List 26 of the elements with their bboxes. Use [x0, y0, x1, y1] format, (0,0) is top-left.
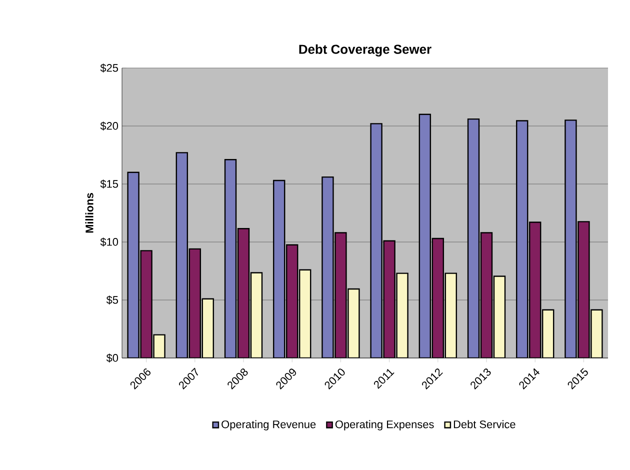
y-tick-label: $20 [100, 122, 118, 130]
y-tick-label: $25 [100, 64, 118, 72]
bar [176, 152, 188, 358]
bar [237, 228, 250, 358]
chart-title: Debt Coverage Sewer [299, 44, 432, 57]
bar [516, 120, 528, 358]
bar [299, 269, 312, 358]
bar [432, 238, 444, 358]
bar [444, 272, 457, 358]
y-tick-label: $0 [106, 354, 118, 362]
y-tick-label: $5 [106, 296, 118, 304]
legend-label: Operating Expenses [335, 420, 434, 430]
bar [224, 159, 237, 358]
y-tick-label: $10 [100, 238, 118, 246]
legend-label: Debt Service [454, 420, 516, 428]
legend-label: Operating Revenue [222, 420, 316, 430]
bar [467, 118, 480, 358]
bar [273, 180, 286, 358]
y-tick-label: $15 [100, 180, 118, 188]
bar [286, 244, 298, 358]
bar [188, 248, 201, 358]
bar [480, 232, 493, 358]
y-axis-title: Millions [85, 193, 94, 233]
bar [529, 222, 542, 358]
bar [250, 272, 263, 358]
bar [418, 114, 432, 358]
